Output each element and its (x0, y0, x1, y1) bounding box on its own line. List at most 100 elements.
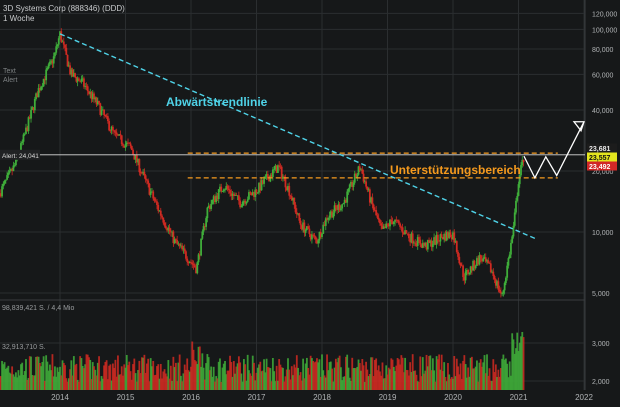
candle-body (305, 226, 308, 231)
volume-bar (4, 368, 7, 390)
candle-body (319, 231, 322, 237)
volume-bar (326, 354, 328, 390)
candle-body (54, 52, 56, 57)
candle-body (103, 109, 105, 116)
candle-body (36, 93, 39, 98)
candle-body (492, 271, 495, 277)
candle-body (232, 193, 235, 197)
candle-body (506, 265, 509, 278)
volume-bar (81, 365, 84, 390)
candle-body (418, 237, 420, 240)
candle-body (75, 77, 78, 82)
volume-bar (129, 371, 132, 390)
volume-bar (397, 359, 400, 390)
candle-body (408, 233, 410, 239)
volume-bar (477, 381, 480, 390)
candle-body (499, 291, 502, 294)
candle-body (445, 232, 448, 241)
alert-tool-label[interactable]: Alert (3, 77, 18, 84)
volume-bar (182, 373, 185, 390)
candle-body (258, 182, 260, 193)
candle-body (178, 243, 181, 246)
candle-body (370, 197, 373, 203)
candle-body (105, 116, 108, 117)
volume-bar (115, 376, 118, 390)
volume-bar (66, 381, 69, 390)
volume-bar (2, 364, 5, 390)
projection-path (523, 121, 585, 180)
candle-body (154, 200, 157, 202)
volume-bar (203, 379, 206, 390)
volume-bar (173, 367, 176, 390)
chart-interval: 1 Woche (3, 14, 35, 23)
volume-bar (37, 356, 40, 390)
candle-body (33, 98, 36, 111)
volume-bar (50, 370, 53, 390)
candle-body (342, 203, 345, 205)
volume-bar (16, 377, 19, 390)
candle-body (120, 135, 123, 145)
candle-body (487, 260, 490, 264)
candle-body (135, 154, 138, 163)
text-tool-label[interactable]: Text (3, 68, 16, 75)
candle-body (391, 221, 394, 225)
candle-body (235, 195, 238, 196)
volume-bar (89, 359, 92, 390)
candle-body (221, 191, 224, 193)
candle-body (503, 283, 506, 291)
volume-bar (212, 366, 215, 390)
volume-bar (61, 360, 64, 390)
volume-bar (124, 367, 127, 390)
candle-body (411, 233, 414, 244)
volume-bar (430, 370, 433, 390)
candle-body (30, 110, 32, 119)
candle-body (300, 225, 303, 230)
candle-body (62, 41, 65, 45)
candle-body (261, 180, 264, 184)
volume-bar (215, 376, 218, 390)
candle-body (483, 257, 486, 259)
volume-bar (414, 370, 417, 390)
volume-bar (455, 358, 458, 390)
volume-bar (439, 369, 442, 390)
candle-body (458, 256, 461, 264)
candle-body (328, 215, 331, 218)
candle-body (162, 217, 165, 223)
candle-body (464, 271, 467, 281)
candle-body (372, 204, 375, 211)
candle-body (83, 78, 85, 87)
candle-body (133, 154, 136, 160)
volume-bar (260, 371, 263, 390)
volume-bar (255, 372, 258, 390)
volume-bar (479, 359, 482, 390)
volume-bar (3, 362, 6, 390)
volume-bar (86, 354, 89, 390)
candle-body (317, 240, 320, 244)
volume-bar (227, 370, 230, 390)
volume-bar (225, 374, 228, 390)
candle-body (125, 142, 128, 145)
candle-body (236, 195, 239, 197)
volume-bar (368, 374, 371, 390)
candle-body (129, 143, 132, 147)
candle-body (450, 237, 453, 240)
candle-body (37, 88, 40, 98)
candle-body (176, 239, 179, 244)
volume-bar (404, 357, 407, 390)
volume-bar (27, 377, 30, 390)
candle-body (65, 47, 68, 55)
volume-bar (224, 360, 226, 390)
volume-bar (521, 331, 524, 390)
candle-body (336, 208, 339, 210)
candle-body (307, 226, 310, 229)
volume-bar (174, 362, 177, 390)
volume-bar (513, 353, 516, 390)
volume-bar (303, 378, 306, 390)
volume-bar (470, 356, 473, 390)
candle-body (465, 270, 468, 272)
volume-bar (239, 362, 242, 390)
price-tag-label: 23,681 (589, 146, 611, 153)
volume-bar (105, 360, 108, 390)
candle-body (505, 277, 507, 284)
